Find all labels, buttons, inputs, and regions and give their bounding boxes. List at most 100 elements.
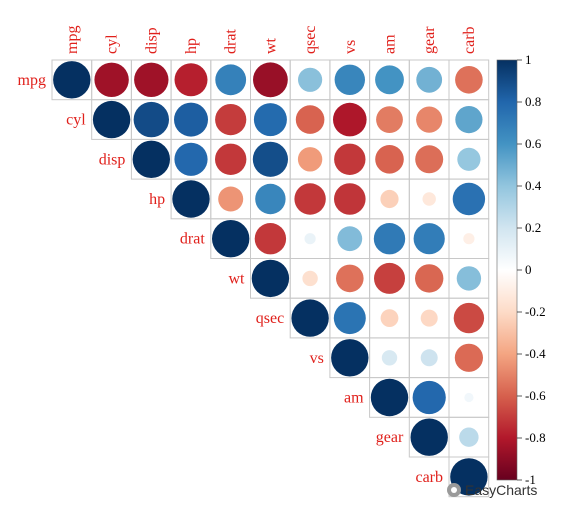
- correlation-circle-hp-drat: [218, 186, 244, 212]
- correlation-circle-hp-qsec: [294, 183, 326, 215]
- row-label-vs: vs: [310, 350, 324, 367]
- correlation-circle-gear-gear: [410, 418, 448, 456]
- correlation-circle-disp-carb: [457, 147, 481, 171]
- correlation-circle-hp-am: [380, 189, 399, 209]
- correlation-circle-disp-gear: [415, 145, 444, 174]
- correlation-circle-cyl-vs: [333, 102, 367, 137]
- correlation-circle-am-gear: [412, 380, 446, 415]
- correlation-circle-mpg-cyl: [94, 62, 129, 97]
- correlation-circle-am-carb: [464, 392, 474, 403]
- correlation-circle-disp-hp: [174, 142, 208, 176]
- colorbar-tick-label: -0.2: [525, 304, 546, 319]
- row-label-disp: disp: [99, 151, 126, 168]
- watermark: EasyCharts: [447, 482, 537, 498]
- row-label-qsec: qsec: [256, 310, 284, 327]
- correlation-circle-mpg-hp: [174, 63, 208, 97]
- correlation-circle-mpg-wt: [253, 62, 288, 98]
- row-label-hp: hp: [149, 191, 165, 208]
- variable-labels: mpg cyl disp hp drat wt qsec vs am gear carb mpg cyl…: [18, 26, 478, 486]
- colorbar: 1 0.8 0.6 0.4 0.2 0 -0.2 -0.4 -0.6 -0.8 -1: [496, 52, 546, 487]
- column-label-mpg: mpg: [64, 26, 81, 54]
- correlation-circle-disp-vs: [334, 143, 366, 175]
- matrix-grid: [51, 59, 490, 498]
- row-label-carb: carb: [415, 469, 443, 486]
- correlation-circle-disp-qsec: [297, 147, 323, 172]
- row-label-am: am: [344, 390, 364, 407]
- colorbar-tick-label: -1: [525, 472, 536, 487]
- correlation-circle-disp-drat: [215, 143, 247, 175]
- correlation-circle-qsec-gear: [420, 309, 438, 327]
- correlation-circle-am-am: [370, 378, 409, 417]
- correlation-circle-hp-vs: [334, 183, 366, 215]
- colorbar-tick-label: 0.4: [525, 178, 542, 193]
- correlation-circle-mpg-carb: [455, 66, 483, 94]
- correlation-circle-cyl-qsec: [295, 105, 325, 134]
- correlation-circle-cyl-disp: [133, 101, 169, 138]
- colorbar-tick-label: -0.4: [525, 346, 546, 361]
- correlation-circle-disp-disp: [132, 140, 170, 178]
- row-label-gear: gear: [376, 429, 404, 446]
- row-label-drat: drat: [180, 231, 205, 248]
- column-label-qsec: qsec: [302, 26, 319, 54]
- correlation-circle-hp-wt: [255, 183, 286, 215]
- correlation-circle-disp-am: [375, 145, 404, 174]
- colorbar-gradient: [496, 59, 518, 481]
- correlation-circle-mpg-mpg: [53, 61, 91, 99]
- correlation-circle-cyl-am: [376, 106, 403, 133]
- correlation-circle-qsec-am: [380, 309, 399, 327]
- column-label-wt: wt: [262, 37, 279, 54]
- correlation-circle-hp-carb: [452, 182, 486, 216]
- correlation-circle-gear-carb: [459, 427, 479, 447]
- row-label-mpg: mpg: [18, 72, 46, 89]
- correlation-circles: [53, 61, 488, 496]
- correlation-circle-wt-gear: [415, 264, 444, 293]
- column-label-gear: gear: [421, 26, 438, 54]
- correlation-circle-drat-wt: [254, 223, 287, 255]
- correlation-circle-hp-gear: [422, 192, 436, 206]
- correlation-circle-drat-carb: [463, 233, 475, 245]
- colorbar-tick-label: 0.8: [525, 94, 541, 109]
- correlation-circle-mpg-qsec: [298, 67, 323, 92]
- colorbar-tick-label: 1: [525, 52, 532, 67]
- correlation-circle-wt-qsec: [302, 270, 318, 287]
- column-label-vs: vs: [342, 40, 359, 54]
- column-label-am: am: [382, 34, 399, 54]
- correlation-circle-wt-carb: [456, 266, 482, 291]
- column-label-hp: hp: [183, 38, 200, 54]
- correlation-circle-mpg-am: [375, 65, 404, 95]
- grid-cell: [448, 456, 490, 498]
- correlation-circle-disp-wt: [252, 141, 288, 177]
- correlation-circle-drat-am: [373, 223, 406, 255]
- correlation-circle-cyl-drat: [215, 104, 247, 136]
- correlation-circle-qsec-carb: [453, 302, 485, 334]
- colorbar-tick-label: -0.6: [525, 388, 546, 403]
- correlation-circle-wt-am: [374, 262, 405, 294]
- correlation-circle-qsec-vs: [333, 302, 366, 335]
- column-label-drat: drat: [223, 29, 240, 54]
- correlation-circle-cyl-hp: [174, 102, 208, 137]
- correlation-circle-wt-vs: [336, 264, 364, 293]
- correlation-circle-vs-carb: [454, 343, 483, 372]
- correlation-circle-cyl-gear: [416, 106, 443, 133]
- column-label-cyl: cyl: [104, 34, 121, 54]
- colorbar-tick-label: 0.2: [525, 220, 541, 235]
- colorbar-tick-label: 0.6: [525, 136, 542, 151]
- colorbar-tick-label: -0.8: [525, 430, 546, 445]
- row-label-wt: wt: [229, 270, 246, 287]
- correlation-circle-mpg-drat: [215, 64, 247, 96]
- correlation-circle-mpg-gear: [416, 66, 443, 93]
- correlation-circle-mpg-disp: [134, 62, 169, 97]
- correlation-circle-drat-gear: [413, 223, 445, 255]
- correlation-circle-drat-vs: [337, 226, 363, 252]
- correlation-circle-vs-vs: [331, 339, 369, 377]
- column-label-disp: disp: [143, 27, 160, 54]
- correlation-circle-hp-hp: [172, 180, 210, 218]
- watermark-text: EasyCharts: [465, 482, 538, 498]
- correlation-circle-cyl-cyl: [92, 100, 131, 139]
- correlation-circle-wt-wt: [251, 259, 290, 298]
- column-label-carb: carb: [461, 26, 478, 54]
- correlation-circle-cyl-carb: [455, 106, 483, 134]
- correlation-circle-drat-qsec: [304, 233, 316, 245]
- correlation-circle-vs-am: [381, 350, 398, 366]
